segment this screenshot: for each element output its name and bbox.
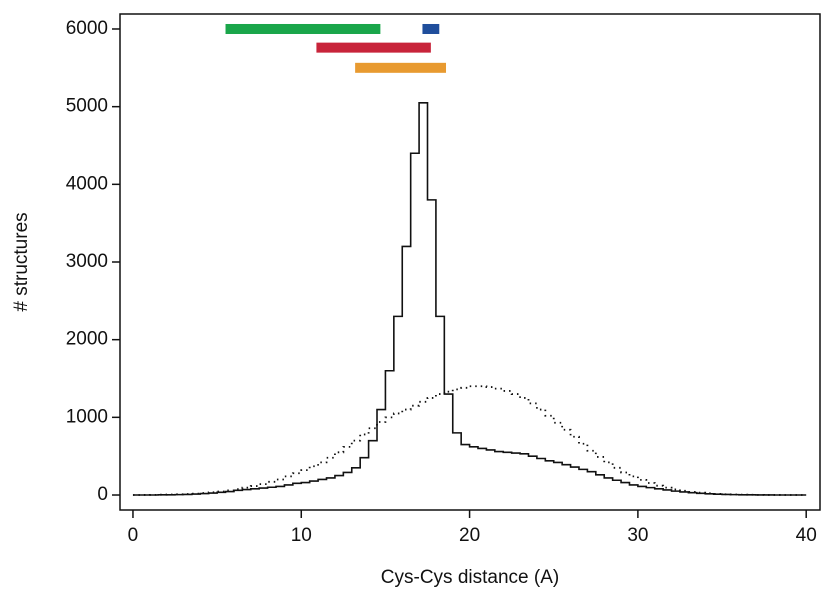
x-axis-label: Cys-Cys distance (A) bbox=[381, 567, 559, 588]
y-tick-label: 3000 bbox=[66, 251, 108, 272]
histogram-line bbox=[132, 101, 807, 496]
x-tick-label: 20 bbox=[459, 525, 480, 546]
x-tick-label: 30 bbox=[627, 525, 648, 546]
range-bar bbox=[422, 23, 440, 34]
histogram-line bbox=[132, 385, 807, 496]
y-tick-label: 2000 bbox=[66, 329, 108, 350]
range-bar bbox=[316, 42, 431, 53]
range-bar bbox=[225, 23, 381, 34]
y-axis-label: # structures bbox=[11, 212, 32, 311]
x-tick-label: 0 bbox=[128, 525, 139, 546]
y-tick-label: 0 bbox=[97, 484, 108, 505]
range-bar bbox=[355, 62, 447, 73]
plot-frame bbox=[119, 13, 821, 511]
y-tick-label: 5000 bbox=[66, 96, 108, 117]
y-tick-label: 4000 bbox=[66, 173, 108, 194]
x-tick-label: 10 bbox=[291, 525, 312, 546]
y-tick-label: 6000 bbox=[66, 18, 108, 39]
x-tick-label: 40 bbox=[796, 525, 817, 546]
y-tick-label: 1000 bbox=[66, 406, 108, 427]
